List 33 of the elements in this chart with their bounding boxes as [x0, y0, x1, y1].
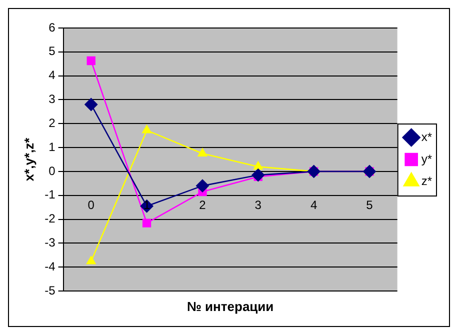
y-tick-label: 0 — [48, 164, 56, 178]
x-tick-label: 4 — [310, 198, 318, 212]
point — [84, 98, 98, 111]
legend-label: z* — [421, 174, 432, 188]
y-tick-label: 5 — [48, 44, 56, 58]
y-tick-label: 4 — [48, 68, 56, 82]
y-axis-title: x*,y*,z* — [21, 136, 36, 182]
x-tick-label: 3 — [254, 198, 262, 212]
y-tick-label: -3 — [44, 235, 56, 250]
point — [198, 148, 208, 156]
x-tick-label: 2 — [199, 198, 206, 212]
point — [86, 56, 96, 66]
y-tick-label: 1 — [48, 140, 56, 154]
y-tick-label: 2 — [48, 116, 56, 130]
point — [307, 165, 320, 178]
y-tick-label: -4 — [44, 259, 56, 274]
point — [196, 179, 209, 192]
y-tick-label: -5 — [44, 283, 56, 298]
point — [86, 256, 96, 264]
point — [252, 168, 265, 182]
x-tick-label: 5 — [366, 198, 374, 212]
y-tick-label: 3 — [48, 92, 56, 106]
point — [142, 125, 152, 134]
x-tick-label: 0 — [88, 198, 95, 212]
y-tick-label: -2 — [44, 212, 56, 226]
y-tick-label: 6 — [48, 20, 56, 34]
y-tick-label: -1 — [44, 188, 56, 202]
point — [142, 218, 152, 228]
x-tick-label: 1 — [143, 198, 150, 212]
x-axis-title: № интерации — [186, 299, 274, 314]
legend-label: x* — [421, 130, 432, 144]
legend-label: y* — [421, 152, 432, 166]
point — [254, 161, 263, 170]
